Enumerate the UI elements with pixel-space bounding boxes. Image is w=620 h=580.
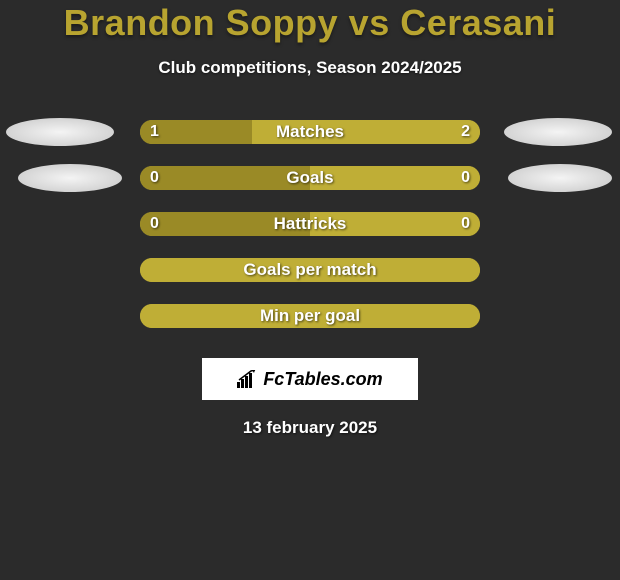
brand-label: FcTables.com [263,369,382,390]
bar-value-right: 0 [461,212,470,236]
brand: FcTables.com [237,369,382,390]
player-badge-right [504,118,612,146]
bar-fill-right [252,120,480,144]
comparison-row: 00Hattricks [0,210,620,256]
bar-value-left: 0 [150,212,159,236]
bar-value-right: 0 [461,166,470,190]
comparison-row: Min per goal [0,302,620,348]
bar-track: Min per goal [140,304,480,328]
bar-value-left: 0 [150,166,159,190]
bar-fill-right [310,166,480,190]
bar-value-left: 1 [150,120,159,144]
chart-area: 12Matches00Goals00HattricksGoals per mat… [0,118,620,348]
bar-fill-left [140,166,310,190]
bar-track: 00Hattricks [140,212,480,236]
chart-icon [237,370,259,388]
bar-fill-right [140,304,480,328]
bar-fill-right [310,212,480,236]
date: 13 february 2025 [0,418,620,438]
comparison-row: 12Matches [0,118,620,164]
bar-value-right: 2 [461,120,470,144]
bar-track: Goals per match [140,258,480,282]
bar-fill-right [140,258,480,282]
bar-track: 12Matches [140,120,480,144]
brand-box: FcTables.com [202,358,418,400]
player-badge-left [18,164,122,192]
player-badge-left [6,118,114,146]
player-badge-right [508,164,612,192]
bar-track: 00Goals [140,166,480,190]
bar-fill-left [140,212,310,236]
comparison-row: 00Goals [0,164,620,210]
comparison-infographic: Brandon Soppy vs Cerasani Club competiti… [0,0,620,580]
page-title: Brandon Soppy vs Cerasani [0,2,620,44]
subtitle: Club competitions, Season 2024/2025 [0,58,620,78]
comparison-row: Goals per match [0,256,620,302]
